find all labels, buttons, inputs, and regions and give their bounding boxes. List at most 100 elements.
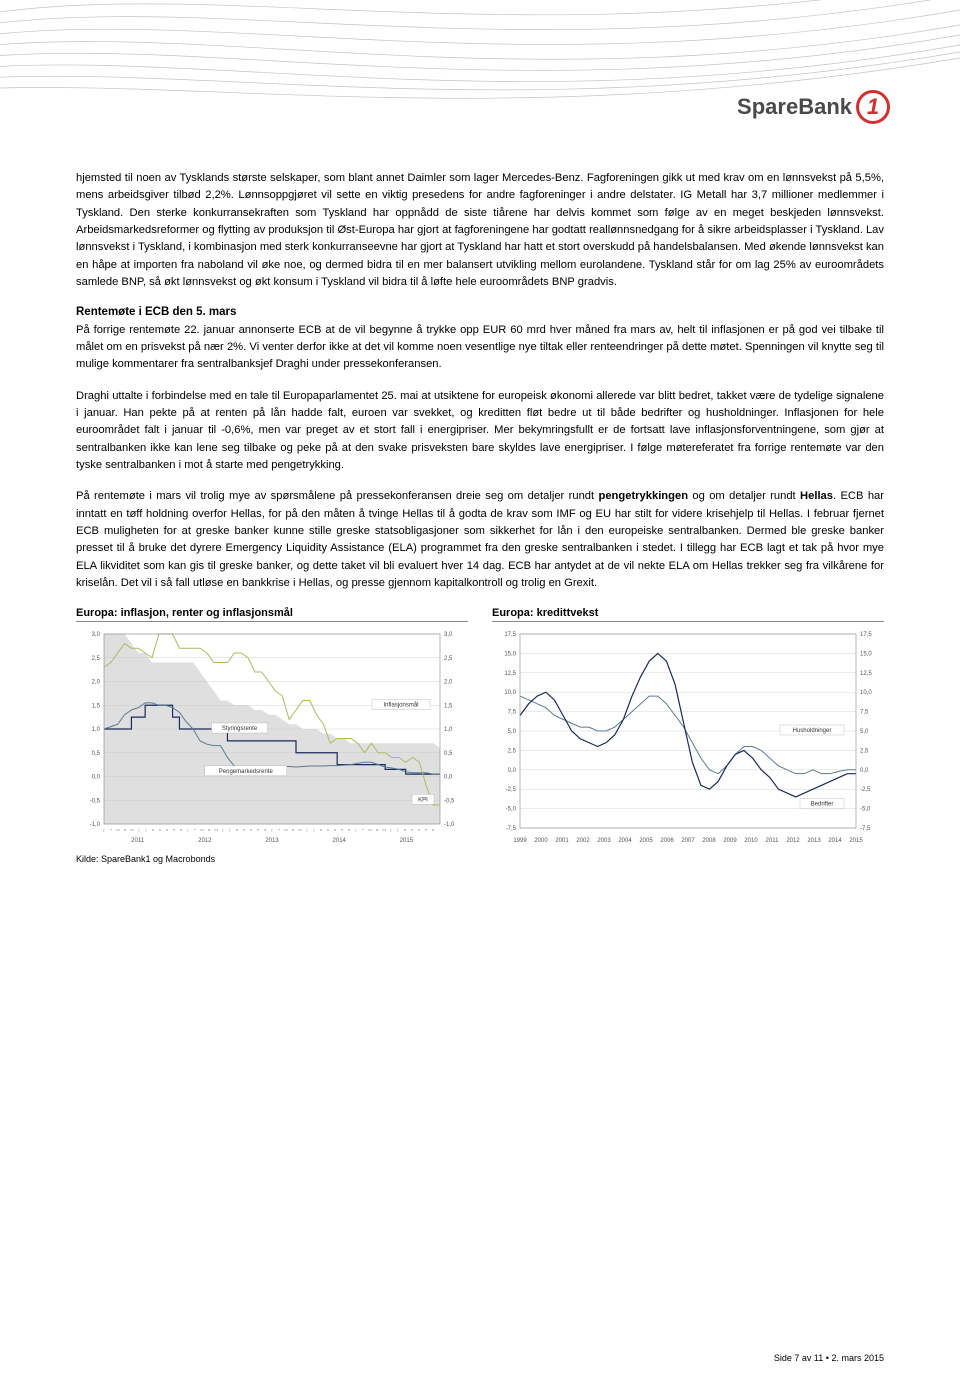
svg-text:n: n <box>425 827 427 832</box>
svg-text:2007: 2007 <box>681 838 695 844</box>
svg-text:0,0: 0,0 <box>860 767 869 773</box>
svg-text:-5,0: -5,0 <box>506 806 517 812</box>
svg-text:m: m <box>368 827 372 832</box>
svg-text:-1,0: -1,0 <box>444 822 455 828</box>
svg-text:7,5: 7,5 <box>860 709 869 715</box>
brand-name: SpareBank <box>737 94 852 120</box>
svg-text:0,5: 0,5 <box>92 750 101 756</box>
svg-text:5,0: 5,0 <box>860 729 869 735</box>
svg-text:j: j <box>355 827 357 832</box>
svg-text:m: m <box>284 827 288 832</box>
text-run: På rentemøte i mars vil trolig mye av sp… <box>76 490 599 502</box>
svg-text:2,5: 2,5 <box>860 748 869 754</box>
svg-text:Pengemarkedsrente: Pengemarkedsrente <box>219 768 274 774</box>
svg-text:d: d <box>180 827 182 832</box>
svg-text:o: o <box>334 827 337 832</box>
svg-text:a: a <box>292 827 295 832</box>
svg-text:-1,0: -1,0 <box>90 822 101 828</box>
svg-text:-5,0: -5,0 <box>860 806 871 812</box>
svg-text:2011: 2011 <box>131 838 145 844</box>
brand-logo: SpareBank 1 <box>737 90 890 124</box>
svg-text:m: m <box>298 827 302 832</box>
chart-source: Kilde: SpareBank1 og Macrobonds <box>76 854 884 864</box>
svg-text:-2,5: -2,5 <box>860 787 871 793</box>
svg-text:10,0: 10,0 <box>860 690 872 696</box>
svg-text:-0,5: -0,5 <box>90 798 101 804</box>
footer-bullet: • <box>826 1353 829 1363</box>
svg-text:Styringsrente: Styringsrente <box>222 726 258 732</box>
svg-text:s: s <box>243 827 245 832</box>
svg-text:2002: 2002 <box>576 838 590 844</box>
svg-text:d: d <box>264 827 266 832</box>
svg-text:0,0: 0,0 <box>92 774 101 780</box>
svg-text:0,0: 0,0 <box>508 767 517 773</box>
svg-text:2013: 2013 <box>807 838 821 844</box>
svg-text:2001: 2001 <box>555 838 569 844</box>
section-heading: Rentemøte i ECB den 5. mars <box>76 306 884 318</box>
svg-text:Inflasjonsmål: Inflasjonsmål <box>383 701 418 708</box>
svg-text:2005: 2005 <box>639 838 653 844</box>
svg-text:s: s <box>327 827 329 832</box>
svg-text:j: j <box>229 827 231 832</box>
svg-text:f: f <box>278 827 280 832</box>
text-bold: Hellas <box>800 490 833 502</box>
svg-text:10,0: 10,0 <box>504 690 516 696</box>
svg-text:n: n <box>257 827 259 832</box>
svg-text:m: m <box>382 827 386 832</box>
svg-text:a: a <box>236 827 239 832</box>
svg-text:2013: 2013 <box>265 838 279 844</box>
svg-text:2014: 2014 <box>828 838 842 844</box>
svg-text:m: m <box>116 827 120 832</box>
paragraph-1: hjemsted til noen av Tysklands største s… <box>76 170 884 292</box>
svg-text:j: j <box>271 827 273 832</box>
svg-text:n: n <box>173 827 175 832</box>
svg-text:1,0: 1,0 <box>92 727 101 733</box>
svg-text:2012: 2012 <box>198 838 212 844</box>
chart2-box: -7,5-7,5-5,0-5,0-2,5-2,50,00,02,52,55,05… <box>492 626 884 846</box>
svg-text:s: s <box>411 827 413 832</box>
svg-text:o: o <box>166 827 169 832</box>
svg-text:Bedrifter: Bedrifter <box>811 801 834 807</box>
svg-text:15,0: 15,0 <box>860 651 872 657</box>
svg-text:m: m <box>214 827 218 832</box>
svg-text:n: n <box>341 827 343 832</box>
svg-text:-7,5: -7,5 <box>860 826 871 832</box>
svg-text:1999: 1999 <box>513 838 527 844</box>
svg-text:o: o <box>418 827 421 832</box>
svg-text:o: o <box>250 827 253 832</box>
svg-text:2014: 2014 <box>333 838 347 844</box>
chart1-box: -1,0-1,0-0,5-0,50,00,00,50,51,01,01,51,5… <box>76 626 468 846</box>
svg-text:2015: 2015 <box>400 838 414 844</box>
svg-text:-2,5: -2,5 <box>506 787 517 793</box>
svg-text:2004: 2004 <box>618 838 632 844</box>
document-body: hjemsted til noen av Tysklands største s… <box>76 170 884 864</box>
svg-text:j: j <box>397 827 399 832</box>
svg-text:a: a <box>208 827 211 832</box>
svg-text:m: m <box>200 827 204 832</box>
svg-text:f: f <box>194 827 196 832</box>
svg-text:2003: 2003 <box>597 838 611 844</box>
text-bold: pengetrykkingen <box>599 490 689 502</box>
svg-text:j: j <box>187 827 189 832</box>
svg-text:2015: 2015 <box>849 838 863 844</box>
chart2-title: Europa: kredittvekst <box>492 607 884 622</box>
svg-text:-0,5: -0,5 <box>444 798 455 804</box>
svg-text:2,5: 2,5 <box>92 655 101 661</box>
svg-text:0,0: 0,0 <box>444 774 453 780</box>
svg-text:1,5: 1,5 <box>444 703 453 709</box>
svg-text:-7,5: -7,5 <box>506 826 517 832</box>
svg-text:a: a <box>124 827 127 832</box>
svg-text:2012: 2012 <box>786 838 800 844</box>
svg-text:KPI: KPI <box>418 797 428 803</box>
svg-text:1,0: 1,0 <box>444 727 453 733</box>
footer-page: Side 7 av 11 <box>774 1353 823 1363</box>
svg-text:2009: 2009 <box>723 838 737 844</box>
svg-text:a: a <box>320 827 323 832</box>
footer-date: 2. mars 2015 <box>831 1353 884 1363</box>
svg-text:2008: 2008 <box>702 838 716 844</box>
svg-text:j: j <box>313 827 315 832</box>
charts-row: Europa: inflasjon, renter og inflasjonsm… <box>76 607 884 846</box>
paragraph-3: Draghi uttalte i forbindelse med en tale… <box>76 388 884 475</box>
chart-right-col: Europa: kredittvekst -7,5 -7,5 -5,0 -5,0 -2,… <box>492 607 884 846</box>
svg-text:a: a <box>152 827 155 832</box>
